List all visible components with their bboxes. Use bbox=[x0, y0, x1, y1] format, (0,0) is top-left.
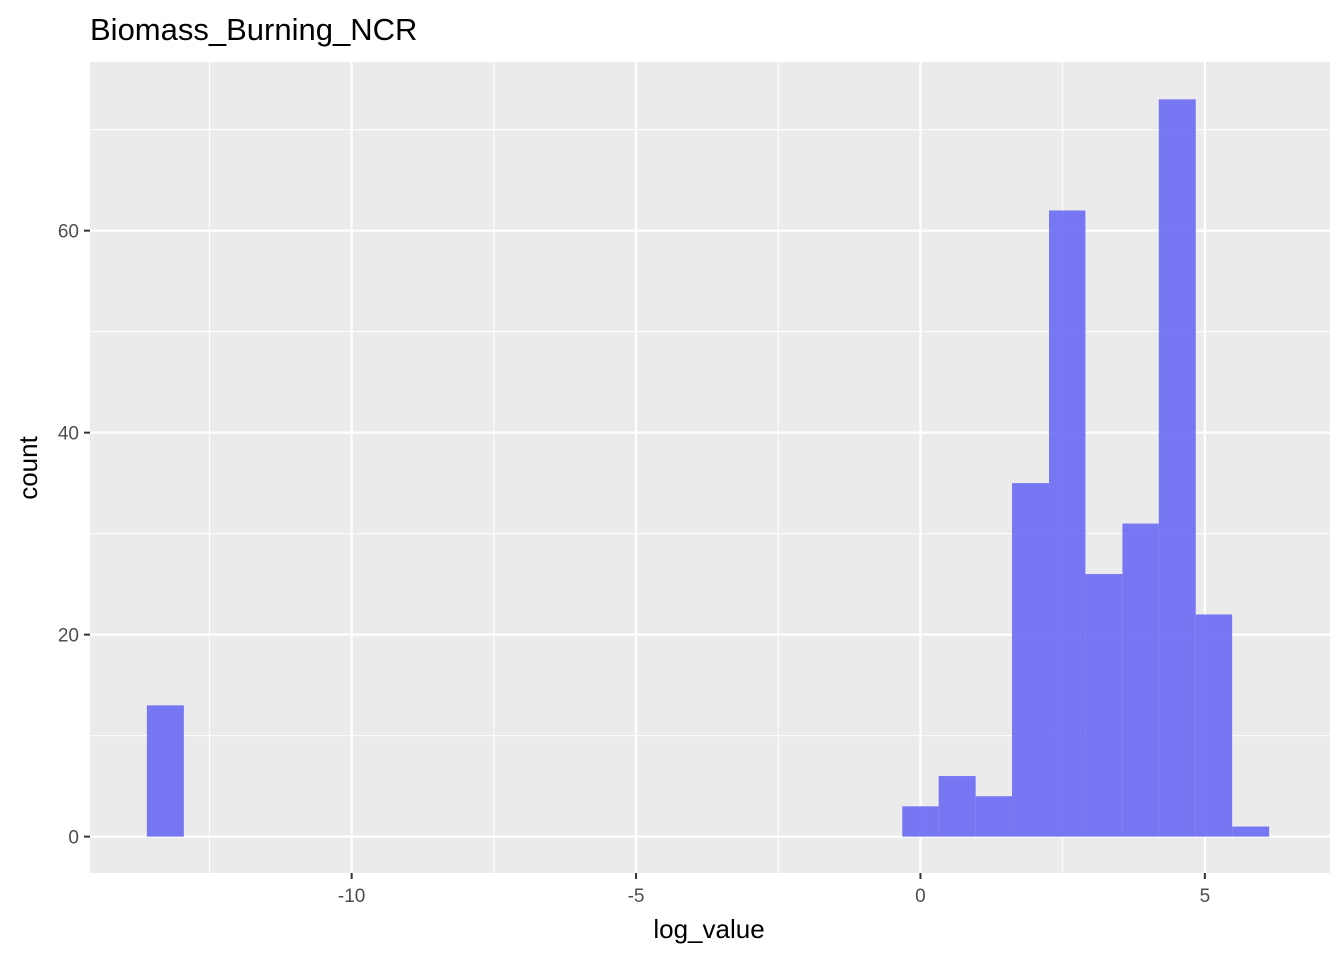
histogram-bars bbox=[146, 99, 1270, 837]
x-tick-label: 5 bbox=[1200, 886, 1211, 907]
histogram-bar bbox=[975, 796, 1013, 837]
x-axis: -10 -5 0 5 bbox=[338, 873, 1210, 907]
histogram-bar bbox=[1085, 574, 1123, 837]
histogram-bar bbox=[1122, 523, 1159, 837]
histogram-bar bbox=[902, 806, 939, 837]
histogram-bar bbox=[1158, 99, 1196, 837]
x-tick-label: -10 bbox=[338, 886, 365, 907]
histogram-bar bbox=[1232, 826, 1270, 837]
y-tick-label: 20 bbox=[58, 626, 79, 647]
histogram-bar bbox=[1195, 614, 1233, 837]
x-tick-label: -5 bbox=[628, 886, 645, 907]
y-tick-label: 0 bbox=[68, 828, 79, 849]
x-tick-label: 0 bbox=[915, 886, 926, 907]
y-axis: 0 20 40 60 bbox=[58, 222, 90, 849]
histogram-bar bbox=[1049, 210, 1086, 837]
histogram-bar bbox=[1012, 483, 1050, 837]
major-gridlines bbox=[90, 62, 1330, 873]
y-tick-label: 40 bbox=[58, 424, 79, 445]
x-axis-title: log_value bbox=[653, 914, 764, 944]
y-axis-title: count bbox=[13, 435, 43, 499]
y-tick-label: 60 bbox=[58, 222, 79, 243]
histogram-bar bbox=[938, 776, 976, 837]
chart-title: Biomass_Burning_NCR bbox=[90, 12, 417, 47]
histogram-bar bbox=[146, 705, 184, 837]
